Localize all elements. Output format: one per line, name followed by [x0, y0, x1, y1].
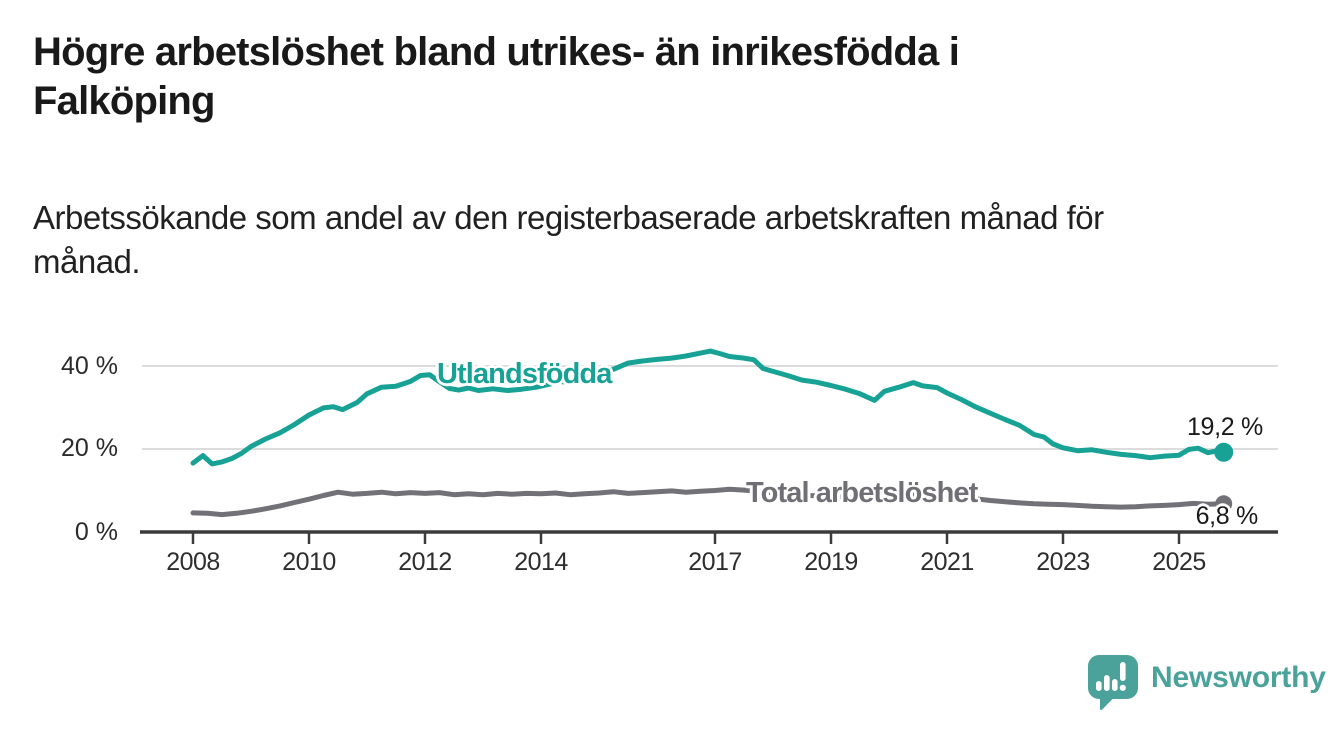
x-axis-label-2019: 2019 — [804, 548, 858, 576]
newsworthy-logo-icon — [1088, 655, 1138, 711]
end-value-label-total: 6,8 % — [1195, 502, 1259, 530]
x-axis-label-2023: 2023 — [1036, 548, 1090, 576]
x-axis-label-2025: 2025 — [1152, 548, 1206, 576]
x-axis-label-2014: 2014 — [514, 548, 568, 576]
logo-bar-3 — [1112, 679, 1118, 691]
logo-exclamation-bar — [1120, 662, 1126, 681]
plot-area — [140, 348, 1278, 544]
end-value-label-utlandsfodda: 19,2 % — [1186, 413, 1263, 441]
y-axis-label-40: 40 % — [61, 352, 118, 380]
y-axis-label-20: 20 % — [61, 434, 118, 462]
logo-bar-1 — [1096, 681, 1102, 691]
x-axis-label-2017: 2017 — [688, 548, 742, 576]
series-label-total-arbetsloshet: Total arbetslöshet — [746, 477, 978, 509]
series-label-utlandsfodda: Utlandsfödda — [437, 358, 612, 390]
series-end-dot-total — [1215, 495, 1233, 513]
logo-exclamation-dot — [1119, 684, 1126, 691]
x-axis-label-2008: 2008 — [166, 548, 220, 576]
series-line-utlandsfodda — [190, 348, 1227, 467]
newsworthy-logo: Newsworthy — [1087, 654, 1326, 712]
logo-bar-2 — [1104, 675, 1110, 691]
x-axis-label-2010: 2010 — [282, 548, 336, 576]
x-axis-label-2012: 2012 — [398, 548, 452, 576]
page-subtitle: Arbetssökande som andel av den registerb… — [33, 199, 1104, 280]
series-line-total — [190, 486, 1227, 518]
series-end-dot-utlandsfodda — [1214, 442, 1234, 462]
newsworthy-logo-text: Newsworthy — [1151, 661, 1326, 694]
y-axis-label-0: 0 % — [74, 518, 118, 546]
x-axis-label-2021: 2021 — [920, 548, 974, 576]
page-title: Högre arbetslöshet bland utrikes- än inr… — [33, 30, 960, 123]
